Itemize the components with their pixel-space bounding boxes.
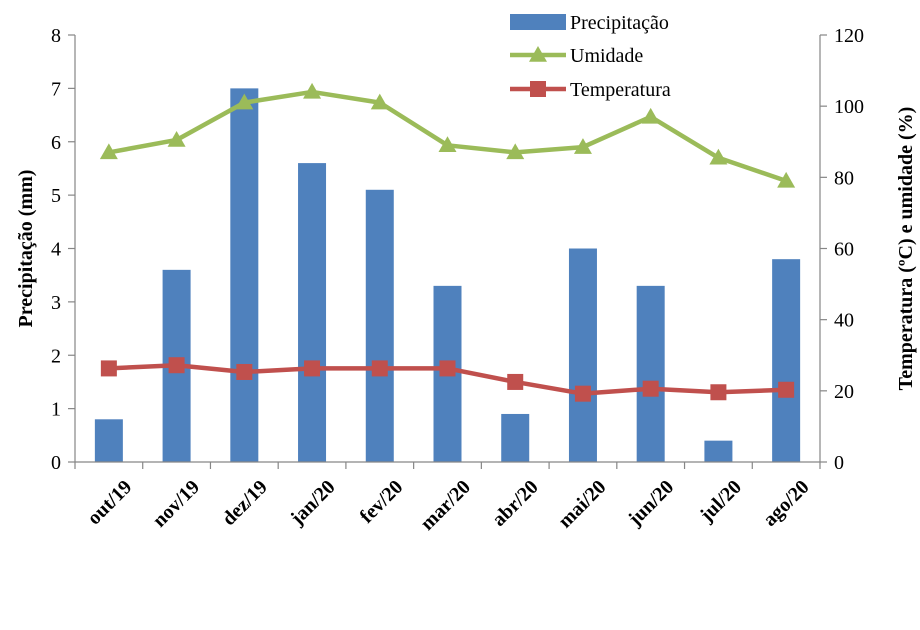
x-tick-label: out/19	[83, 476, 136, 529]
point-temperatura-mar-20	[439, 360, 456, 377]
point-temperatura-abr-20	[507, 373, 524, 390]
y-tick-label-right: 100	[834, 96, 864, 118]
legend-marker-umidade	[529, 46, 547, 62]
y-tick-label-right: 120	[834, 25, 864, 47]
bar-abr-20	[501, 413, 530, 462]
x-tick-label: mai/20	[554, 476, 610, 532]
bar-mai-20	[568, 248, 597, 462]
x-tick-label: nov/19	[148, 476, 204, 532]
y-tick-label-right: 80	[834, 167, 854, 189]
point-umidade-out-19	[99, 143, 118, 160]
y-tick-label-left: 2	[51, 345, 61, 367]
y-axis-title-right: Temperatura (ºC) e umidade (%)	[895, 107, 917, 391]
point-temperatura-fev-20	[371, 360, 388, 377]
x-tick-label: jun/20	[623, 476, 678, 531]
point-umidade-fev-20	[370, 93, 389, 110]
y-tick-label-right: 0	[834, 452, 844, 474]
y-tick-label-left: 3	[51, 292, 61, 314]
point-temperatura-jul-20	[710, 384, 727, 401]
y-tick-label-left: 5	[51, 185, 61, 207]
point-umidade-jun-20	[641, 107, 660, 124]
point-umidade-jan-20	[303, 82, 322, 99]
y-tick-label-left: 6	[51, 132, 61, 154]
point-temperatura-dez-19	[236, 363, 253, 380]
y-tick-label-left: 7	[51, 78, 61, 100]
lines-layer	[99, 82, 796, 402]
point-umidade-jul-20	[709, 148, 728, 165]
point-umidade-abr-20	[506, 143, 525, 160]
y-axis-title-left: Precipitação (mm)	[15, 170, 37, 328]
legend-label-umidade: Umidade	[570, 45, 643, 67]
point-temperatura-jun-20	[642, 380, 659, 397]
x-tick-label: ago/20	[759, 476, 814, 531]
bar-ago-20	[772, 259, 801, 462]
y-tick-label-left: 0	[51, 452, 61, 474]
legend-swatch-precipitacao	[510, 14, 566, 30]
legend-label-precipitacao: Precipitação	[570, 12, 669, 34]
point-temperatura-nov-19	[168, 357, 185, 374]
legend: Precipitação Umidade Temperatura	[510, 12, 671, 101]
y-tick-label-left: 1	[51, 399, 61, 421]
point-temperatura-jan-20	[304, 360, 321, 377]
point-umidade-mar-20	[438, 136, 457, 153]
point-temperatura-mai-20	[574, 385, 591, 402]
x-tick-label: jul/20	[695, 476, 746, 527]
y-tick-label-left: 8	[51, 25, 61, 47]
bar-dez-19	[230, 88, 259, 462]
x-tick-label: abr/20	[488, 476, 543, 531]
bar-jul-20	[704, 440, 733, 462]
x-tick-label: jan/20	[286, 476, 340, 530]
x-tick-label: dez/19	[218, 476, 272, 530]
point-umidade-nov-19	[167, 130, 186, 147]
y-tick-label-right: 40	[834, 310, 854, 332]
legend-label-temperatura: Temperatura	[570, 79, 671, 101]
x-tick-label: mar/20	[416, 476, 475, 535]
bar-jan-20	[298, 163, 327, 462]
y-tick-label-right: 60	[834, 239, 854, 261]
bar-jun-20	[636, 285, 665, 462]
axes-layer	[68, 34, 827, 469]
point-umidade-dez-19	[235, 93, 254, 110]
y-tick-label-right: 20	[834, 381, 854, 403]
point-temperatura-ago-20	[778, 381, 795, 398]
bar-out-19	[94, 419, 123, 462]
point-umidade-ago-20	[777, 171, 796, 188]
point-temperatura-out-19	[100, 360, 117, 377]
bar-fev-20	[365, 189, 394, 462]
bars-layer	[94, 88, 801, 462]
x-tick-label: fev/20	[356, 476, 408, 528]
y-tick-label-left: 4	[51, 239, 61, 261]
legend-marker-temperatura	[530, 81, 546, 97]
point-umidade-mai-20	[573, 138, 592, 154]
